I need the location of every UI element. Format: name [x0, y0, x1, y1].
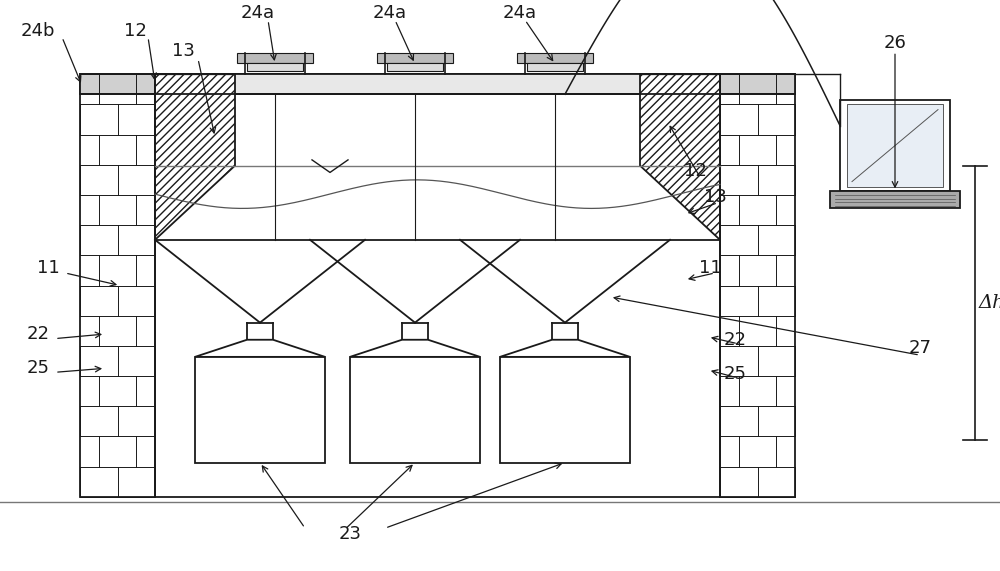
Text: 12: 12 — [124, 22, 146, 41]
Bar — [387, 63, 443, 71]
Text: 24a: 24a — [503, 3, 537, 22]
Polygon shape — [155, 74, 235, 240]
Text: 24a: 24a — [373, 3, 407, 22]
Polygon shape — [195, 340, 325, 357]
Text: Δh: Δh — [979, 293, 1000, 312]
Text: 22: 22 — [724, 331, 746, 349]
Text: 12: 12 — [684, 162, 706, 180]
Text: 22: 22 — [26, 325, 50, 343]
Text: 23: 23 — [338, 525, 362, 543]
Bar — [350, 357, 480, 463]
Bar — [500, 357, 630, 463]
Polygon shape — [500, 340, 630, 357]
Text: 13: 13 — [172, 42, 194, 61]
Text: 24b: 24b — [21, 22, 55, 41]
Text: 13: 13 — [704, 188, 726, 206]
Text: 11: 11 — [37, 259, 59, 278]
Bar — [247, 63, 303, 71]
Polygon shape — [640, 74, 720, 240]
Bar — [527, 63, 583, 71]
Bar — [195, 357, 325, 463]
Text: 27: 27 — [908, 339, 932, 357]
Polygon shape — [350, 340, 480, 357]
Bar — [80, 74, 795, 94]
Text: 11: 11 — [699, 259, 721, 278]
Bar — [517, 53, 593, 63]
Text: 25: 25 — [26, 359, 50, 377]
Bar — [80, 74, 795, 497]
Text: 26: 26 — [884, 34, 906, 52]
Bar — [80, 74, 155, 497]
Bar — [155, 74, 720, 94]
Bar — [830, 191, 960, 208]
Bar — [840, 100, 950, 191]
Text: 24a: 24a — [241, 3, 275, 22]
Bar — [720, 74, 795, 497]
Bar — [847, 104, 943, 187]
Bar — [237, 53, 313, 63]
Bar — [377, 53, 453, 63]
Text: 25: 25 — [724, 365, 746, 383]
